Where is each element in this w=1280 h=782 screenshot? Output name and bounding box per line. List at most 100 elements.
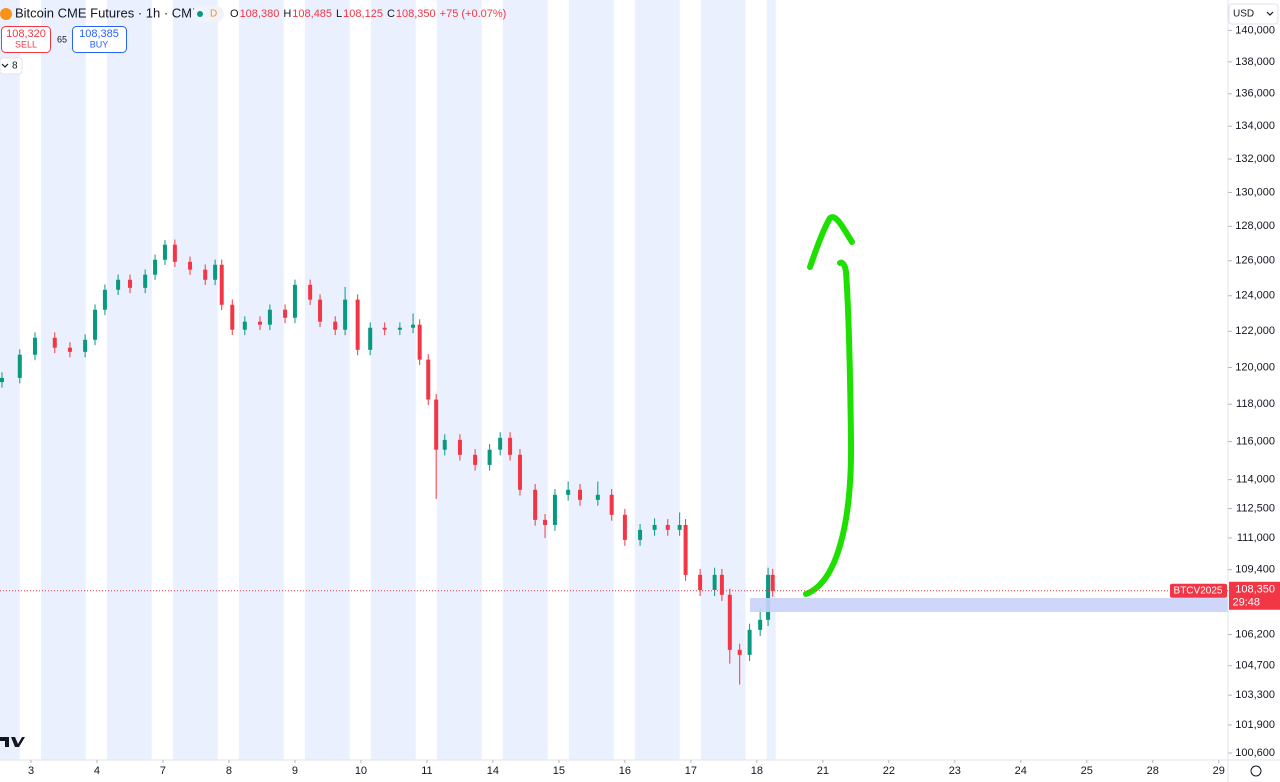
spread: 65 xyxy=(57,34,67,44)
ohlc-value: 108,125 xyxy=(343,8,383,20)
tag-name-bg xyxy=(1170,583,1227,598)
candle-body xyxy=(162,244,167,260)
x-tick-label: 9 xyxy=(292,765,298,777)
y-tick-label: 112,500 xyxy=(1236,502,1275,514)
y-tick-label: 140,000 xyxy=(1235,24,1275,36)
chevron xyxy=(1,63,9,68)
candle-body xyxy=(712,574,717,590)
drawn-arrow-head xyxy=(807,214,855,270)
zone-box xyxy=(750,598,1228,612)
y-tick-label: 138,000 xyxy=(1235,56,1275,68)
candle-body xyxy=(766,574,771,620)
y-tick-label: 130,000 xyxy=(1235,186,1275,198)
candle-body xyxy=(719,574,724,595)
candle-body xyxy=(257,321,262,325)
currency-chevron xyxy=(1266,11,1274,16)
y-tick-label: 136,000 xyxy=(1235,88,1275,100)
session-band xyxy=(0,0,20,760)
y-tick-label: 118,000 xyxy=(1236,398,1275,410)
x-tick-label: 14 xyxy=(487,765,499,777)
candle-body xyxy=(308,284,313,300)
candle-body xyxy=(566,489,571,495)
candle-body xyxy=(333,321,338,330)
candle-body xyxy=(727,594,732,650)
x-tick-label: 3 xyxy=(28,765,34,777)
symbol-icon xyxy=(0,8,12,20)
candle-body xyxy=(219,264,224,305)
candle-body xyxy=(498,437,503,450)
candle-body xyxy=(578,489,583,500)
candle-body xyxy=(473,454,478,465)
x-tick-label: 10 xyxy=(355,765,367,777)
session-band xyxy=(502,0,548,760)
indicator-count: 8 xyxy=(12,61,18,72)
x-tick-label: 8 xyxy=(226,765,232,777)
currency: USD xyxy=(1233,9,1254,20)
ohlc-value: 108,380 xyxy=(240,8,280,20)
settings-icon[interactable] xyxy=(1250,765,1262,777)
candle-body xyxy=(595,494,600,500)
session-band xyxy=(634,0,680,760)
y-tick-label: 126,000 xyxy=(1235,255,1275,267)
candle-body xyxy=(283,309,288,318)
status-dot xyxy=(197,11,203,17)
x-tick-label: 21 xyxy=(817,765,829,777)
ohlc-key: C xyxy=(387,8,395,20)
candle-body xyxy=(747,629,752,655)
candle-body xyxy=(622,514,627,540)
candle-body xyxy=(172,244,177,262)
candle-body xyxy=(426,359,431,400)
ohlc-change: +75 (+0.07%) xyxy=(440,8,507,20)
x-tick-label: 7 xyxy=(160,765,166,777)
ohlc-value: 108,350 xyxy=(396,8,436,20)
candle-body xyxy=(213,264,218,280)
buy-price: 108,385 xyxy=(79,28,119,40)
ohlc-key: L xyxy=(336,8,342,20)
candle-body xyxy=(102,289,107,310)
x-tick-label: 16 xyxy=(619,765,631,777)
candle-body xyxy=(153,259,158,275)
symbol-title[interactable]: Bitcoin CME Futures · 1h · CME xyxy=(15,5,201,20)
indicator-toggle[interactable] xyxy=(0,57,23,75)
candle-body xyxy=(242,321,247,330)
y-tick-label: 109,400 xyxy=(1235,564,1275,576)
session-band xyxy=(766,0,776,760)
x-tick-label: 24 xyxy=(1015,765,1027,777)
x-tick-label: 29 xyxy=(1213,765,1225,777)
buy-button[interactable] xyxy=(72,26,127,53)
session-band xyxy=(700,0,746,760)
candle-body xyxy=(382,327,387,330)
candle-body xyxy=(127,279,132,288)
y-tick-label: 122,000 xyxy=(1235,325,1275,337)
candle-body xyxy=(52,337,57,348)
badge: D xyxy=(210,9,217,20)
candle-body xyxy=(93,309,98,340)
candle-body xyxy=(368,327,373,350)
candle-body xyxy=(683,524,688,575)
candle-body xyxy=(83,339,88,352)
candle-body xyxy=(434,399,439,450)
candle-body xyxy=(188,261,193,270)
ohlc-legend: O 108,380 H 108,485 L 108,125 C 108,350 +75 (+0.… xyxy=(230,8,506,20)
candle-body xyxy=(677,524,682,530)
candle-body xyxy=(457,439,462,455)
candle-body xyxy=(552,494,557,525)
sell-button[interactable] xyxy=(1,26,51,53)
y-tick-label: 104,700 xyxy=(1235,660,1275,672)
tag-name: BTCV2025 xyxy=(1174,585,1223,596)
candle-body xyxy=(267,309,272,325)
candle-body xyxy=(665,524,670,530)
tag-price: 108,350 xyxy=(1235,584,1275,596)
candle-body xyxy=(292,284,297,318)
candle-body xyxy=(0,377,4,383)
session-bands xyxy=(0,0,776,760)
candle-body xyxy=(143,274,148,288)
session-band xyxy=(568,0,614,760)
y-tick-label: 114,000 xyxy=(1236,474,1275,486)
candle-body xyxy=(638,529,643,540)
currency-button[interactable] xyxy=(1228,3,1279,25)
y-tick-label: 134,000 xyxy=(1235,120,1275,132)
candle-body xyxy=(442,439,447,450)
